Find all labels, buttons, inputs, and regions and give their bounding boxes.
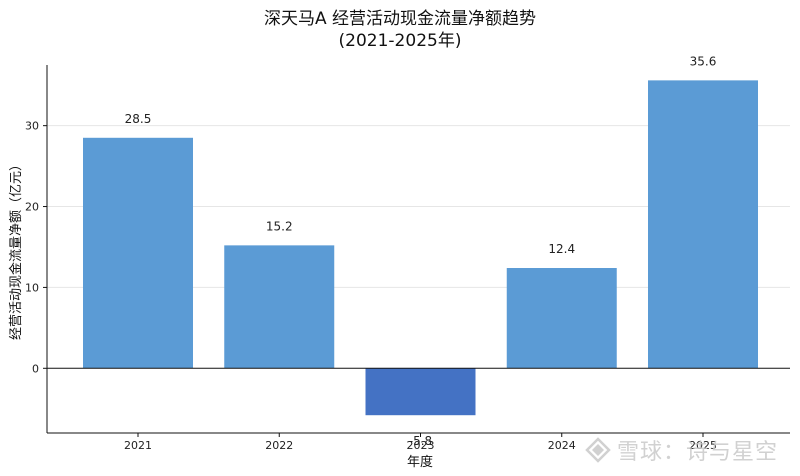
watermark: 雪球：诗与星空 xyxy=(585,434,778,466)
bar-2022 xyxy=(224,245,335,369)
y-tick-label: 0 xyxy=(32,362,39,375)
data-label-2022: 15.2 xyxy=(266,219,293,233)
chart-subtitle: (2021-2025年) xyxy=(339,31,462,51)
data-label-2024: 12.4 xyxy=(548,242,575,256)
data-label-2021: 28.5 xyxy=(125,112,152,126)
x-ticks: 2021 2022 2023 2024 2025 xyxy=(124,433,717,452)
y-tick-label: 10 xyxy=(25,281,39,294)
bar-2025 xyxy=(648,80,758,369)
bars xyxy=(83,80,758,416)
watermark-text: 雪球：诗与星空 xyxy=(616,440,778,465)
y-axis-label: 经营活动现金流量净额（亿元） xyxy=(8,158,24,340)
bar-2021 xyxy=(83,137,193,369)
chart-title: 深天马A 经营活动现金流量净额趋势 xyxy=(264,9,536,29)
data-label-2023: -5.8 xyxy=(409,434,432,448)
data-label-2025: 35.6 xyxy=(690,54,717,68)
snowball-logo-icon xyxy=(585,437,611,463)
x-tick-label: 2022 xyxy=(265,439,293,452)
bar-2023 xyxy=(365,368,476,416)
x-axis-label: 年度 xyxy=(407,454,433,470)
x-tick-label: 2023 xyxy=(407,439,435,452)
y-tick-label: 30 xyxy=(25,120,39,133)
bar-2024 xyxy=(506,268,617,369)
y-ticks: 0 10 20 30 xyxy=(25,120,47,375)
x-tick-label: 2021 xyxy=(124,439,152,452)
x-tick-label: 2024 xyxy=(548,439,576,452)
x-tick-label: 2025 xyxy=(689,439,717,452)
y-tick-label: 20 xyxy=(25,201,39,214)
data-labels: 28.5 15.2 -5.8 12.4 35.6 xyxy=(125,54,717,448)
